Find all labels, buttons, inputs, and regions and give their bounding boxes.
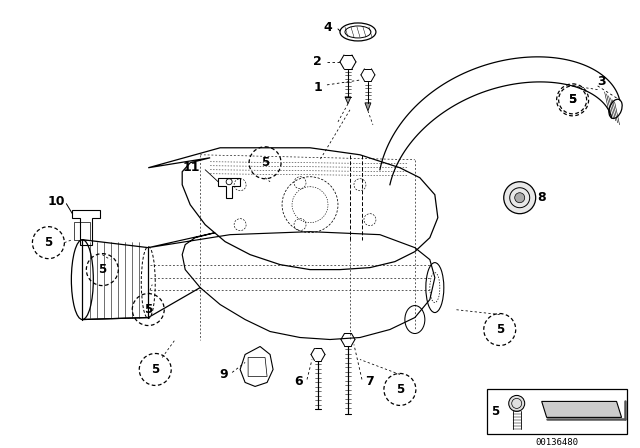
Circle shape bbox=[515, 193, 525, 202]
Text: 6: 6 bbox=[294, 375, 303, 388]
Text: 5: 5 bbox=[568, 93, 577, 106]
Text: 9: 9 bbox=[220, 368, 228, 381]
Text: 5: 5 bbox=[151, 363, 159, 376]
Text: 00136480: 00136480 bbox=[535, 438, 578, 447]
Text: 11: 11 bbox=[182, 161, 200, 174]
Text: 5: 5 bbox=[144, 303, 152, 316]
Text: 7: 7 bbox=[365, 375, 374, 388]
Text: 5: 5 bbox=[396, 383, 404, 396]
Polygon shape bbox=[541, 401, 621, 418]
Text: 5: 5 bbox=[261, 156, 269, 169]
Text: 8: 8 bbox=[538, 191, 547, 204]
Text: 10: 10 bbox=[48, 195, 65, 208]
Text: 5: 5 bbox=[491, 405, 499, 418]
Text: 3: 3 bbox=[598, 75, 606, 88]
Circle shape bbox=[504, 182, 536, 214]
Polygon shape bbox=[365, 103, 371, 111]
Text: 5: 5 bbox=[44, 236, 52, 249]
Text: 2: 2 bbox=[313, 56, 322, 69]
Text: 5: 5 bbox=[495, 323, 504, 336]
Text: 4: 4 bbox=[323, 22, 332, 34]
Polygon shape bbox=[345, 97, 351, 104]
Text: 5: 5 bbox=[568, 93, 577, 106]
Text: 5: 5 bbox=[98, 263, 106, 276]
Text: 1: 1 bbox=[313, 82, 322, 95]
Circle shape bbox=[509, 396, 525, 411]
